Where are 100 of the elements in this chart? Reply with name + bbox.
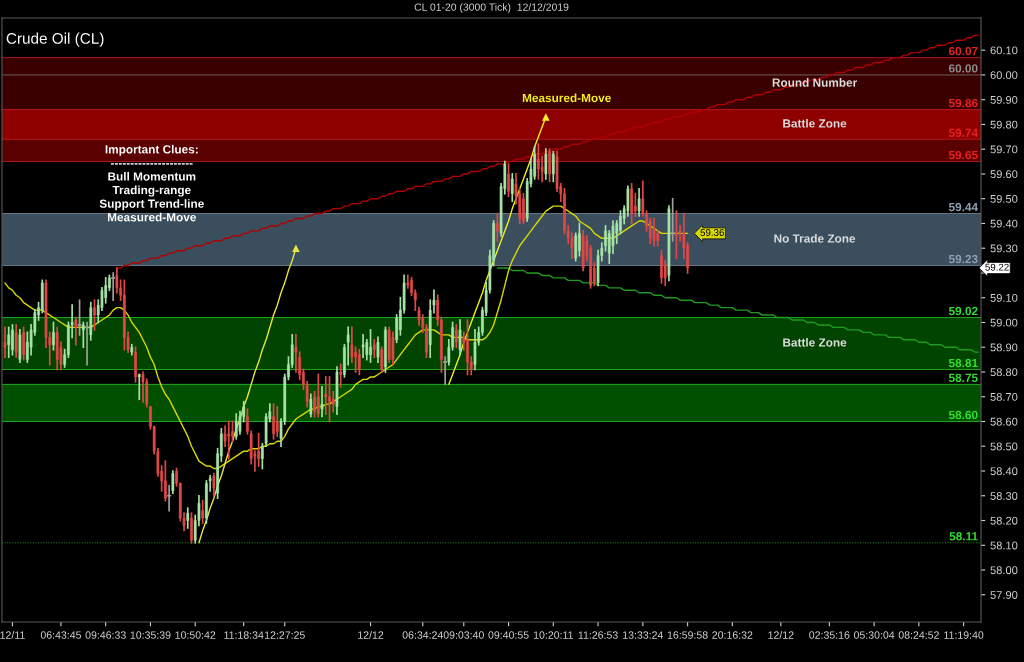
candlestick [675,210,678,259]
candlestick [354,346,357,373]
candlestick [93,299,96,331]
candlestick [380,346,384,373]
candlestick [190,512,193,544]
candlestick [466,319,469,376]
text: Crude Oil (CL) [6,32,104,47]
y-tick-label: 58.30 [990,492,1018,500]
candlestick [384,326,387,373]
band-label: Battle Zone [783,118,847,128]
ref-line-label: 59.65 [948,150,978,160]
candlestick [663,259,667,287]
x-tick-label: 11:26:53 [578,631,618,639]
candlestick [630,183,634,225]
ref-line-label: 58.81 [948,358,978,368]
candlestick [11,324,14,356]
candlestick [171,470,175,495]
candlestick [81,321,85,349]
x-tick-label: 11:19:40 [944,631,984,639]
y-tick-label: 60.10 [990,46,1018,55]
ref-line-label: 60.07 [948,46,978,56]
candlestick [574,232,578,262]
candlestick [544,148,548,180]
candlestick [634,192,637,217]
y-tick-label: 58.10 [990,541,1018,550]
x-tick-label: 16:59:58 [667,631,708,639]
ref-line-label: 58.75 [948,373,978,383]
candlestick [361,334,365,358]
candlestick [372,338,376,358]
x-tick-label: 09:03:40 [443,631,484,639]
y-tick-label: 59.30 [990,244,1018,253]
candlestick [357,348,361,376]
candlestick [507,163,510,198]
candlestick [316,373,320,418]
x-tick-label: 10:50:42 [175,631,216,639]
chart-title: CL 01-20 (3000 Tick) 12/12/2019 [414,3,569,13]
candlestick [454,324,458,349]
candlestick [391,331,395,366]
candlestick [22,326,25,361]
candlestick [201,499,205,524]
y-tick-label: 60.00 [990,71,1018,80]
candlestick [369,329,372,363]
annotation: Important Clues: --------------------- Bull Momentum Trading-range Support Trend-line Measured-Move [99,144,204,222]
candlestick [234,413,238,440]
x-tick-label: 05:30:04 [853,631,895,639]
y-tick-label: 59.70 [990,145,1018,154]
y-tick-label: 59.00 [990,318,1018,327]
candlestick [272,403,275,440]
x-tick-label: 10:20:11 [533,631,573,639]
candlestick [186,507,190,529]
x-tick-label: 11:18:34 [224,631,264,639]
band-label: Battle Zone [783,338,847,347]
ref-line-label: 59.44 [948,202,978,212]
x-tick-label: 12:27:25 [265,631,305,639]
candlestick [510,173,514,203]
x-tick-label: 02:35:16 [809,631,850,639]
y-tick-label: 58.80 [990,368,1018,377]
candlestick [227,420,231,460]
candlestick [551,150,555,183]
x-tick-label: 12/12 [768,631,794,639]
ref-line-label: 58.11 [949,532,978,541]
y-tick-label: 58.70 [990,393,1018,401]
y-tick-label: 58.60 [990,417,1018,426]
candlestick [660,249,663,284]
candlestick [164,460,167,502]
text: Measured-Move [522,93,611,103]
candlestick [309,393,313,418]
ref-line-label: 59.74 [948,128,978,137]
x-tick-label: 09:46:33 [85,631,126,639]
candlestick [537,143,540,180]
candlestick [548,148,551,183]
y-tick-label: 58.00 [990,566,1018,575]
y-tick-label: 58.90 [990,343,1018,352]
candlestick [52,321,55,351]
x-tick-label: 09:40:55 [488,631,529,639]
candlestick [339,363,343,388]
candlestick [406,274,410,289]
candlestick [77,299,82,336]
x-tick-label: 06:34:24 [402,631,443,639]
y-tick-label: 58.50 [990,442,1018,451]
y-tick-label: 59.90 [990,95,1018,104]
ref-line-label: 59.02 [948,306,978,316]
candlestick [328,376,331,423]
candlestick [14,324,18,358]
candlestick [313,390,316,418]
candlestick [578,222,581,257]
ref-line-label: 58.60 [948,410,978,420]
candlestick [122,279,126,351]
candlestick [3,326,7,358]
line-series [496,267,980,353]
y-tick-label: 58.20 [990,516,1018,525]
ref-line-label: 59.23 [948,254,978,264]
candlestick [74,316,78,346]
data-label: 59.36 [700,229,724,236]
candlestick [376,336,380,363]
text: 59.22 [985,263,1009,271]
x-tick-label: 20:16:32 [712,631,753,639]
x-tick-label: 12/12 [358,631,384,639]
candlestick [637,187,641,217]
ref-line-label: 60.00 [948,64,978,73]
